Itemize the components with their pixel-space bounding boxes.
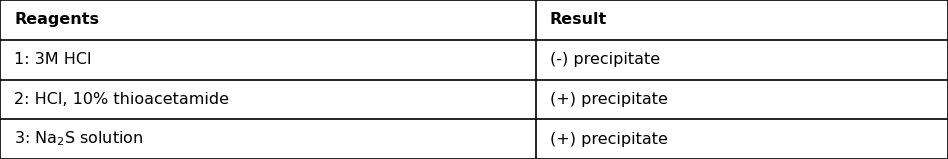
Text: 3: Na$_2$S solution: 3: Na$_2$S solution xyxy=(14,130,144,149)
Text: Reagents: Reagents xyxy=(14,12,100,27)
Text: (+) precipitate: (+) precipitate xyxy=(550,132,667,147)
Text: 1: 3M HCl: 1: 3M HCl xyxy=(14,52,92,67)
Text: (-) precipitate: (-) precipitate xyxy=(550,52,660,67)
Text: 2: HCl, 10% thioacetamide: 2: HCl, 10% thioacetamide xyxy=(14,92,229,107)
Text: (+) precipitate: (+) precipitate xyxy=(550,92,667,107)
Text: Result: Result xyxy=(550,12,607,27)
